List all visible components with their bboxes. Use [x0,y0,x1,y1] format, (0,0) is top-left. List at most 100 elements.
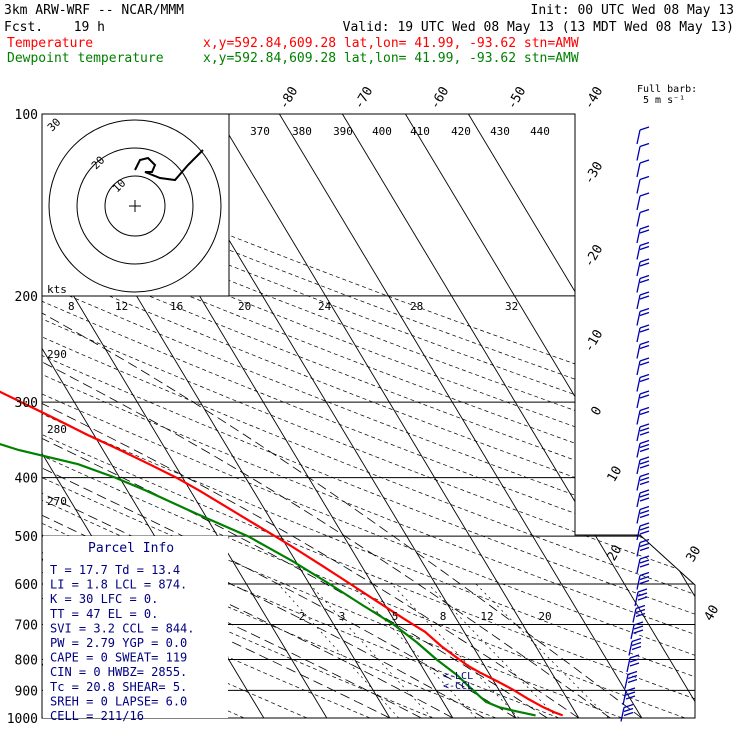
theta-label: 280 [47,423,67,436]
wind-barb-flag [633,625,644,630]
parcel-info-row: CELL = 211/16 [50,709,144,723]
parcel-panel-bg [43,536,228,718]
wind-barb-staff [636,212,641,227]
wind-barb-flag [639,278,650,284]
mixing-ratio-label: 20 [538,610,551,623]
wind-barb-flag [629,654,640,659]
isotherm [279,114,643,718]
wind-barb-staff [628,641,633,656]
wind-barb-flag [639,555,650,560]
pressure-tick-label: 400 [15,472,38,487]
wind-barb-flag [639,559,650,564]
wind-barb-staff [636,129,641,145]
wind-barb-flag [631,637,642,643]
moist-adiabat [42,295,453,718]
wind-barb-flag [639,377,650,383]
wind-barb-flag [631,645,642,651]
parcel-info-row: LI = 1.8 LCL = 874. [50,578,187,592]
isotherm [468,114,695,718]
temperature-trace [0,390,564,717]
parcel-info-row: SVI = 3.2 CCL = 844. [50,621,195,635]
wind-barb-flag [639,126,650,131]
wind-barb-staff [636,393,641,409]
wind-barb-flag [639,344,650,350]
hodograph-ring [76,147,194,265]
parcel-info-row: CAPE = 0 SWEAT= 119 [50,651,187,665]
hodograph-scale-label: 20 [238,300,251,313]
wind-barb-staff [636,459,641,475]
wind-barb-flag [623,707,634,713]
forecast-hour: 19 h [74,20,105,35]
hodograph-units: kts [47,283,67,296]
parcel-info-row: PW = 2.79 YGP = 0.0 [50,636,187,650]
wind-barb-staff [636,542,641,557]
isotherm-label: 10 [605,464,626,485]
isotherm-label: 30 [684,544,705,565]
dry-adiabat [42,114,695,718]
wind-barb-staff [636,261,641,277]
mixing-ratio-line [475,583,609,718]
wind-barb-flag [639,522,650,527]
wind-barb-flag [639,357,650,362]
mixing-ratio-line [351,583,477,718]
wind-barb-staff [620,707,625,722]
theta-label: 400 [372,125,392,138]
hodograph-scale-label: 8 [68,300,75,313]
wind-barb-flag [639,464,650,469]
wind-barb-staff [636,146,641,161]
wind-barb-staff [624,674,629,689]
wind-barb-staff [632,608,637,623]
wind-barb-staff [636,360,641,376]
wind-barb-staff [636,179,641,194]
mixing-ratio-label: 8 [440,610,447,623]
wind-barb-flag [639,328,650,333]
wind-barb-staff [636,245,641,260]
wind-barb-flag [637,596,648,601]
theta-label: 440 [530,125,550,138]
wind-barb-staff [636,195,641,211]
wind-barb-flag [639,324,650,329]
wind-barb-flag [639,311,650,317]
dry-adiabat [42,114,695,718]
wind-barb-flag [639,443,650,449]
isotherm-label: -30 [582,159,607,187]
wind-barb-staff [636,294,641,310]
hodograph-scale-label: 24 [318,300,332,313]
mixing-ratio-line [309,583,433,718]
wind-barb-flag [639,579,650,585]
isotherm [0,114,12,718]
dewpoint-trace [0,442,536,717]
dry-adiabat [42,114,695,718]
wind-barb-flag [639,175,650,181]
wind-barb-flag [639,476,650,482]
wind-barb-flag [639,542,650,548]
parcel-info-row: Tc = 20.8 SHEAR= 5. [50,680,187,694]
legend-dewpoint-label: Dewpoint temperature [7,51,164,66]
theta-label: 430 [490,125,510,138]
wind-barb-flag [639,427,650,432]
wind-barb-flag [639,241,650,247]
wind-barb-staff [634,591,639,607]
full-barb-label: Full barb: [637,84,697,95]
wind-barb-flag [639,295,650,300]
wind-barb-staff [636,558,641,574]
wind-barb-flag [625,687,636,692]
moist-adiabat [42,295,580,718]
figure-header: 3km ARW-WRF -- NCAR/MMM Init: 00 UTC Wed… [4,3,734,66]
isotherm [405,114,695,718]
wind-barb-flag [639,513,650,519]
wind-barb-flag [639,546,650,552]
theta-label: 380 [292,125,312,138]
wind-barb-flag [633,629,644,634]
wind-barb-flag [639,406,650,412]
moist-adiabat [42,295,517,718]
wind-barb-staff [636,476,641,491]
wind-barb-flag [639,258,650,263]
dry-adiabat [42,114,695,718]
legend-dewpoint-info: x,y=592.84,609.28 lat,lon= 41.99, -93.62… [203,51,579,66]
wind-barb-flag [629,662,640,667]
wind-barb-flag [635,608,646,614]
isotherm-label: -10 [582,327,607,355]
wind-barb-flag [639,493,650,498]
